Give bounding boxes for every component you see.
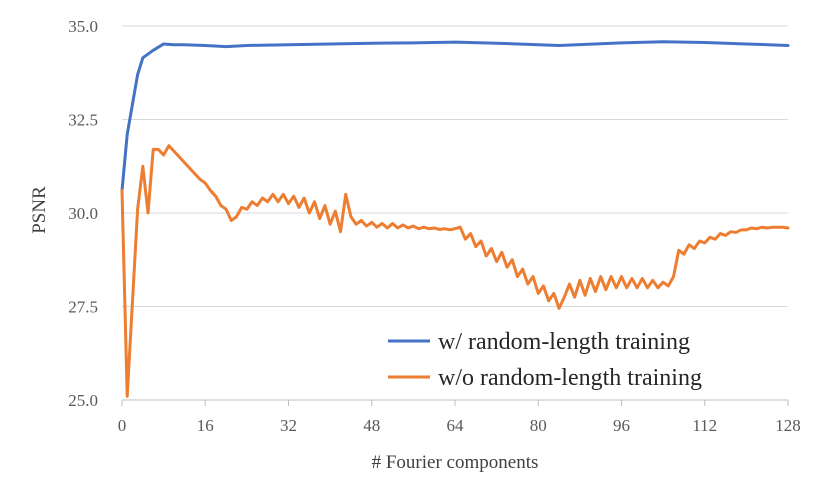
y-tick-label: 35.0 (68, 17, 98, 36)
x-tick-label: 96 (613, 416, 630, 435)
y-tick-label: 30.0 (68, 204, 98, 223)
x-tick-label: 48 (363, 416, 380, 435)
x-tick-label: 0 (118, 416, 127, 435)
x-tick-label: 32 (280, 416, 297, 435)
legend: w/ random-length training w/o random-leng… (388, 329, 702, 391)
series-line-1 (120, 40, 790, 193)
y-tick-label: 25.0 (68, 391, 98, 410)
y-tick-label: 32.5 (68, 111, 98, 130)
y-tick-label: 27.5 (68, 298, 98, 317)
x-tick-label: 128 (775, 416, 801, 435)
x-tick-labels: 0 16 32 48 64 80 96 112 128 (118, 416, 801, 435)
x-tick-label: 112 (692, 416, 717, 435)
y-tick-labels: 25.0 27.5 30.0 32.5 35.0 (68, 17, 98, 410)
series-lines (120, 40, 790, 398)
series-line-2 (120, 144, 790, 398)
legend-label-2: w/o random-length training (438, 365, 702, 391)
x-tick-label: 16 (197, 416, 214, 435)
x-tick-label: 64 (447, 416, 465, 435)
x-axis-title: # Fourier components (372, 452, 539, 473)
legend-label-1: w/ random-length training (438, 329, 690, 355)
y-axis-title: PSNR (29, 186, 50, 234)
x-tick-label: 80 (530, 416, 547, 435)
gridlines (121, 25, 789, 406)
